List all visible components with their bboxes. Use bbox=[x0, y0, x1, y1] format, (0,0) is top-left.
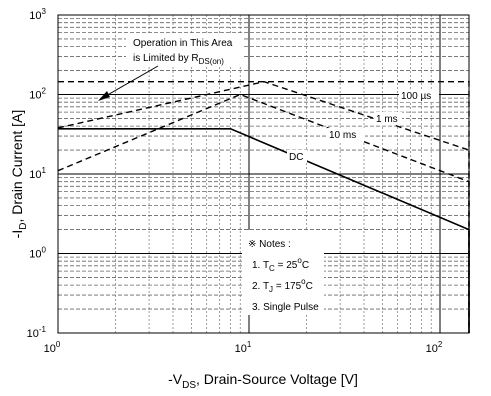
notes-title: ※ Notes : bbox=[248, 239, 291, 250]
label-10ms-bg bbox=[327, 128, 365, 141]
y-tick-label: 102 bbox=[29, 87, 46, 102]
label-1ms-bg bbox=[374, 112, 402, 125]
notes-box bbox=[242, 230, 324, 315]
curve-labels: 100 µs 1 ms 10 ms DC bbox=[287, 89, 439, 163]
y-tick-label: 10-1 bbox=[27, 325, 47, 340]
grid-lines bbox=[58, 15, 469, 333]
x-tick-label: 102 bbox=[426, 340, 443, 355]
plot-frame bbox=[57, 14, 470, 334]
rds-annotation-box bbox=[126, 33, 243, 67]
rds-annotation-line1: Operation in This Area bbox=[133, 38, 233, 49]
y-tick-labels: 10-1 100 101 102 103 bbox=[27, 7, 47, 340]
label-10ms: 10 ms bbox=[329, 130, 356, 141]
rds-annotation-line2: is Limited by RDS(on) bbox=[133, 53, 224, 66]
label-dc: DC bbox=[289, 152, 303, 163]
y-axis-title: -ID, Drain Current [A] bbox=[9, 110, 29, 239]
label-100us: 100 µs bbox=[401, 91, 431, 102]
notes-tj: 2. TJ = 175oC bbox=[252, 277, 313, 294]
x-tick-label: 100 bbox=[44, 340, 61, 355]
x-tick-labels: 100 101 102 bbox=[44, 340, 443, 355]
notes-tc: 1. TC = 25oC bbox=[252, 256, 309, 273]
x-axis-title: -VDS, Drain-Source Voltage [V] bbox=[168, 371, 358, 391]
y-tick-label: 101 bbox=[29, 166, 46, 181]
label-1ms: 1 ms bbox=[376, 114, 398, 125]
rds-arrow-line bbox=[103, 65, 159, 98]
y-tick-label: 100 bbox=[29, 246, 46, 261]
label-dc-bg bbox=[287, 150, 307, 163]
x-tick-label: 101 bbox=[235, 340, 252, 355]
notes-pulse: 3. Single Pulse bbox=[252, 302, 319, 313]
series-1-ms bbox=[57, 80, 470, 333]
rds-arrow-head bbox=[98, 91, 110, 101]
y-tick-label: 103 bbox=[29, 7, 46, 22]
label-100us-bg bbox=[399, 89, 439, 102]
